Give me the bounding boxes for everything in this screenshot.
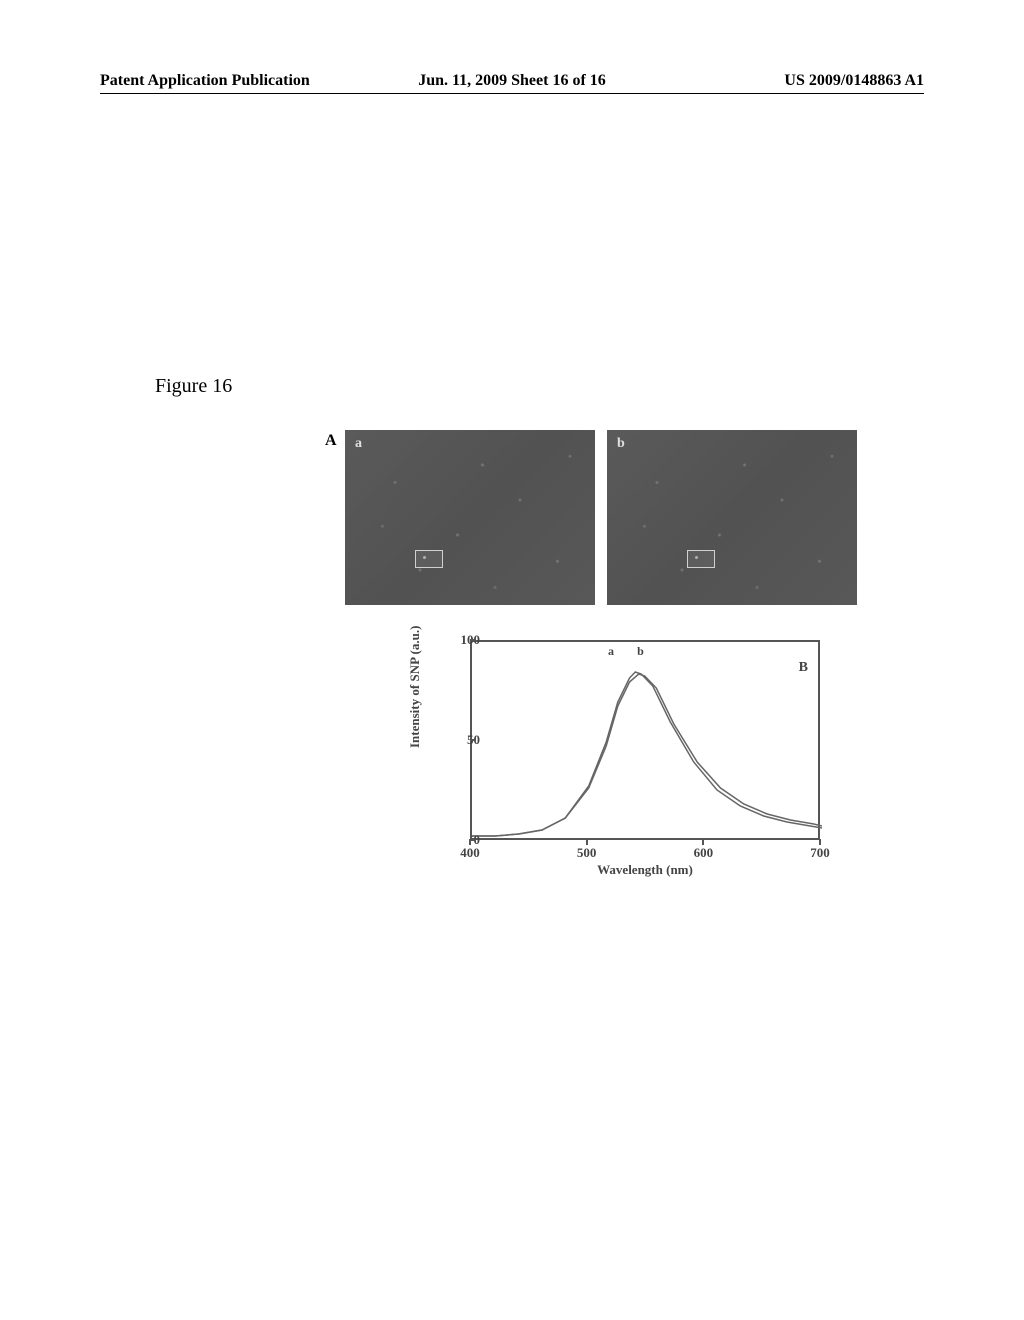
ytick-mark [470, 639, 476, 641]
chart-ylabel: Intensity of SNP (a.u.) [407, 626, 423, 748]
roi-box-a [415, 550, 443, 568]
curve-label-a: a [608, 644, 614, 659]
chart-svg [472, 642, 822, 842]
header-right: US 2009/0148863 A1 [784, 72, 924, 90]
ytick-mark [470, 739, 476, 741]
roi-box-b [687, 550, 715, 568]
xtick-mark [702, 839, 704, 845]
xtick-mark [819, 839, 821, 845]
chart-plot-area: B a b [470, 640, 820, 840]
xtick-label: 600 [694, 845, 714, 861]
page-header: Patent Application Publication Jun. 11, … [100, 72, 924, 90]
curve-label-b: b [637, 644, 644, 659]
xtick-mark [469, 839, 471, 845]
xtick-label: 400 [460, 845, 480, 861]
panel-a-label: A [325, 432, 337, 450]
microscopy-image-b: b [607, 430, 857, 605]
xtick-label: 700 [810, 845, 830, 861]
chart-xlabel: Wavelength (nm) [470, 862, 820, 878]
header-divider [100, 93, 924, 94]
figure-label: Figure 16 [155, 375, 232, 398]
spectrum-chart: Intensity of SNP (a.u.) B a b 050100 400… [410, 630, 840, 890]
header-left: Patent Application Publication [100, 72, 310, 90]
xtick-mark [586, 839, 588, 845]
header-center: Jun. 11, 2009 Sheet 16 of 16 [418, 72, 606, 90]
image-a-label: a [355, 436, 362, 452]
xtick-label: 500 [577, 845, 597, 861]
microscopy-images-row: a b [345, 430, 857, 605]
microscopy-image-a: a [345, 430, 595, 605]
image-b-label: b [617, 436, 625, 452]
